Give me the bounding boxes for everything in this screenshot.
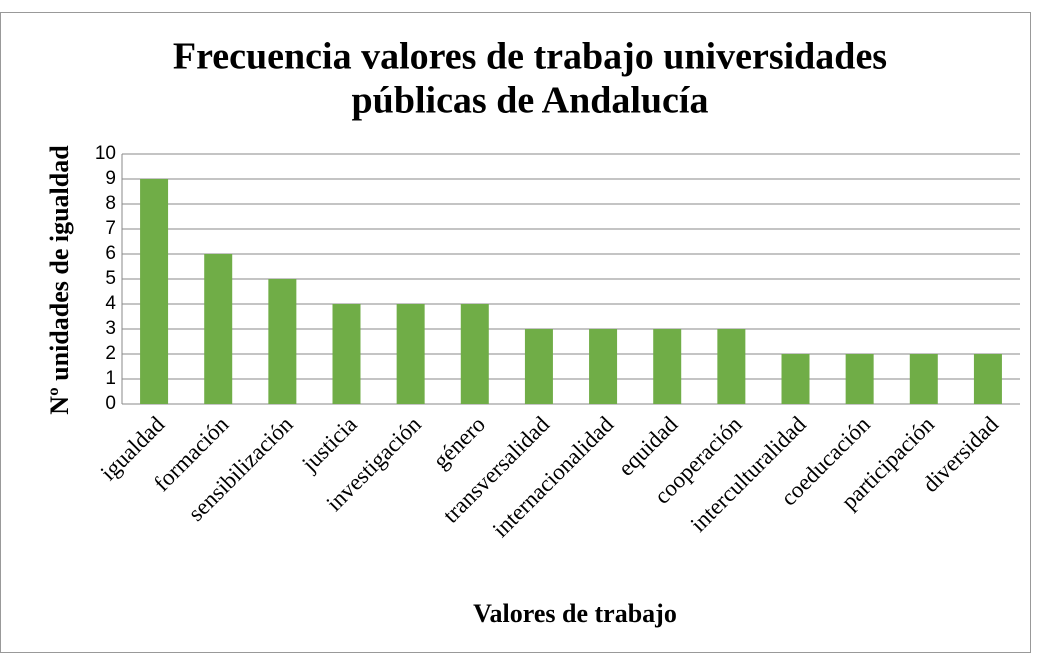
y-tick-label: 8 [105, 193, 116, 214]
bar [332, 304, 361, 404]
bar [204, 254, 233, 404]
y-tick-label: 1 [105, 368, 116, 389]
bar [589, 329, 618, 404]
y-tick-label: 3 [105, 318, 116, 339]
bar [973, 354, 1002, 404]
bar [653, 329, 682, 404]
bar [140, 179, 169, 404]
bar [524, 329, 553, 404]
bar [268, 279, 297, 404]
bar [845, 354, 874, 404]
x-axis-title: Valores de trabajo [473, 599, 677, 628]
chart-frame [0, 12, 1031, 653]
bar [781, 354, 810, 404]
y-axis-title: Nº unidades de igualdad [45, 145, 74, 415]
chart-title: públicas de Andalucía [352, 80, 709, 122]
y-tick-label: 10 [95, 143, 116, 164]
y-tick-label: 9 [105, 168, 116, 189]
y-tick-label: 7 [105, 218, 116, 239]
chart-title: Frecuencia valores de trabajo universida… [173, 36, 887, 78]
bar [460, 304, 489, 404]
y-tick-label: 6 [105, 243, 116, 264]
y-tick-label: 4 [105, 293, 116, 314]
y-tick-label: 5 [105, 268, 116, 289]
y-tick-label: 0 [105, 393, 116, 414]
y-tick-label: 2 [105, 343, 116, 364]
bar [717, 329, 746, 404]
bar [396, 304, 425, 404]
bar [909, 354, 938, 404]
